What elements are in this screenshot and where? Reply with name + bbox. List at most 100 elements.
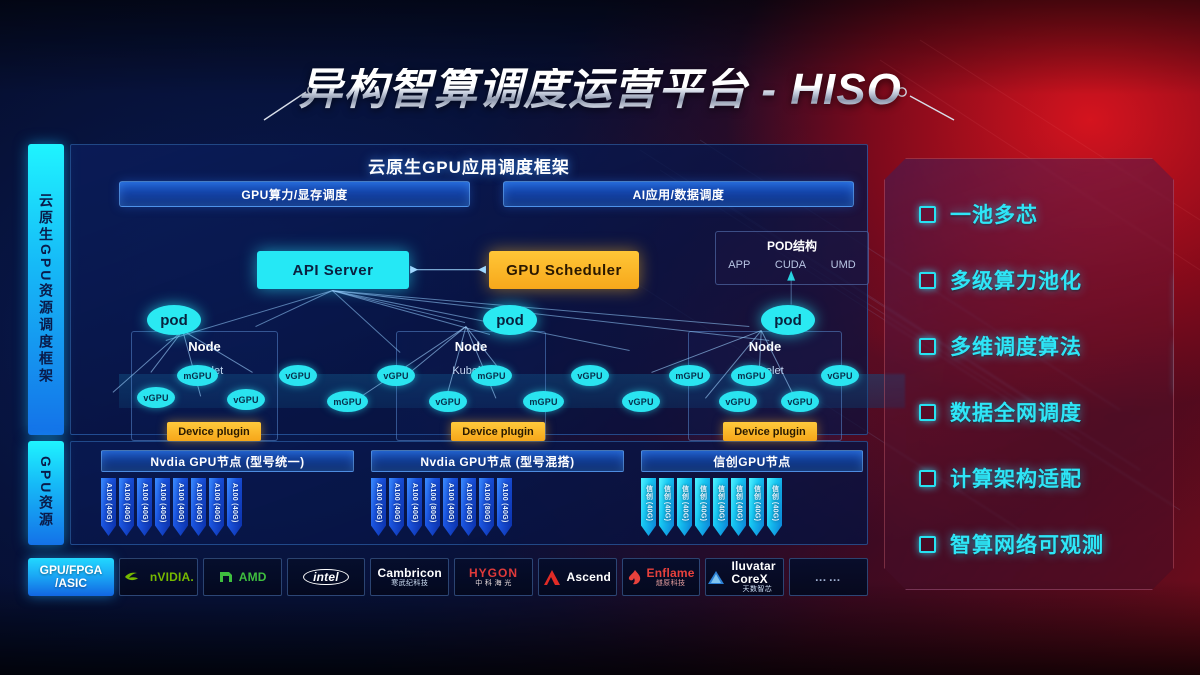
api-server-node[interactable]: API Server (257, 251, 409, 289)
gpu-bubble-mgpu-12[interactable]: mGPU (669, 365, 710, 386)
gpu-card[interactable]: A100 (40G) (119, 478, 134, 536)
gpu-bubble-mgpu-9[interactable]: mGPU (523, 391, 564, 412)
gpu-bubble-mgpu-2[interactable]: mGPU (177, 365, 218, 386)
checkbox-icon[interactable] (919, 404, 936, 421)
gpu-card-label: A100 (40G) (213, 483, 220, 523)
gpu-card[interactable]: 信创 (40G) (641, 478, 656, 536)
gpu-card[interactable]: A100 (40G) (191, 478, 206, 536)
checkbox-icon[interactable] (919, 338, 936, 355)
checkbox-icon[interactable] (919, 536, 936, 553)
gpu-card[interactable]: 信创 (40G) (713, 478, 728, 536)
gpu-card[interactable]: A100 (40G) (443, 478, 458, 536)
pod-bubble-3[interactable]: pod (761, 305, 815, 335)
device-plugin-1[interactable]: Device plugin (167, 422, 261, 441)
vendor-cell-more-dots[interactable]: …… (789, 558, 869, 596)
gpu-card-label: 信创 (40G) (681, 484, 689, 522)
gpu-bubble-vgpu-13[interactable]: vGPU (719, 391, 757, 412)
gpu-node-bar-3[interactable]: 信创GPU节点 (641, 450, 863, 472)
gpu-card-label: 信创 (40G) (771, 484, 779, 522)
checkbox-icon[interactable] (919, 272, 936, 289)
gpu-node-bar-1[interactable]: Nvdia GPU节点 (型号统一) (101, 450, 354, 472)
gpu-card-label: A100 (40G) (393, 483, 400, 523)
feature-item-5[interactable]: 计算架构适配 (919, 463, 1082, 493)
vendor-name-cn: 中 科 海 光 (475, 580, 512, 588)
vendor-cell-ascend[interactable]: Ascend (537, 558, 617, 596)
gpu-card[interactable]: 信创 (40G) (731, 478, 746, 536)
gpu-card[interactable]: A100 (40G) (461, 478, 476, 536)
vendor-row-label: GPU/FPGA /ASIC (28, 558, 114, 596)
vendor-label-line1: GPU/FPGA (39, 563, 103, 578)
feature-label: 一池多芯 (950, 204, 1038, 227)
gpu-bubble-vgpu-6[interactable]: vGPU (377, 365, 415, 386)
gpu-bubble-vgpu-4[interactable]: vGPU (279, 365, 317, 386)
vendor-cell-hygon[interactable]: HYGON 中 科 海 光 (454, 558, 533, 596)
capsule-ai-data[interactable]: AI应用/数据调度 (503, 181, 854, 207)
gpu-bubble-vgpu-10[interactable]: vGPU (571, 365, 609, 386)
vendor-text: Ascend (567, 571, 612, 584)
vendor-text: intel (303, 568, 349, 586)
gpu-bubble-vgpu-7[interactable]: vGPU (429, 391, 467, 412)
gpu-card-label: A100 (40G) (447, 483, 454, 523)
gpu-card[interactable]: A100 (40G) (101, 478, 116, 536)
gpu-card[interactable]: A100 (40G) (137, 478, 152, 536)
feature-item-4[interactable]: 数据全网调度 (919, 397, 1082, 427)
ascend-logo-icon (543, 569, 562, 585)
gpu-card[interactable]: A100 (40G) (155, 478, 170, 536)
vendor-cell-iluvatar[interactable]: Iluvatar CoreX 天数智芯 (705, 558, 785, 596)
architecture-diagram: 云原生GPU资源调度框架 GPU资源 云原生GPU应用调度框架 GPU算力/显存… (28, 144, 905, 604)
feature-label: 多维调度算法 (950, 336, 1082, 359)
gpu-bubble-vgpu-1[interactable]: vGPU (137, 387, 175, 408)
gpu-bubble-mgpu-5[interactable]: mGPU (327, 391, 368, 412)
gpu-card[interactable]: 信创 (40G) (767, 478, 782, 536)
capsule-gpu-compute[interactable]: GPU算力/显存调度 (119, 181, 470, 207)
checkbox-icon[interactable] (919, 206, 936, 223)
gpu-card[interactable]: 信创 (40G) (659, 478, 674, 536)
gpu-card[interactable]: A100 (40G) (407, 478, 422, 536)
vendor-name-en: nVIDIA. (149, 569, 194, 584)
feature-item-3[interactable]: 多维调度算法 (919, 331, 1082, 361)
gpu-card[interactable]: A100 (40G) (371, 478, 386, 536)
gpu-card[interactable]: 信创 (40G) (749, 478, 764, 536)
gpu-card[interactable]: A100 (40G) (227, 478, 242, 536)
gpu-bubble-vgpu-16[interactable]: vGPU (821, 365, 859, 386)
vendor-cell-amd[interactable]: AMD (202, 558, 282, 596)
gpu-card[interactable]: A100 (40G) (209, 478, 224, 536)
gpu-card-label: A100 (40G) (177, 483, 184, 523)
vendor-cell-intel[interactable]: intel (286, 558, 366, 596)
vendor-name-en: Iluvatar CoreX (731, 559, 776, 586)
gpu-card-label: A100 (40G) (501, 483, 508, 523)
gpu-card[interactable]: 信创 (40G) (695, 478, 710, 536)
gpu-scheduler-node[interactable]: GPU Scheduler (489, 251, 639, 289)
feature-item-2[interactable]: 多级算力池化 (919, 265, 1082, 295)
gpu-card[interactable]: 信创 (40G) (677, 478, 692, 536)
device-plugin-3[interactable]: Device plugin (723, 422, 817, 441)
vendor-cell-cambricon[interactable]: Cambricon 寒武纪科技 (370, 558, 450, 596)
enflame-logo-icon (628, 569, 642, 585)
pod-structure-title: POD结构 (766, 239, 817, 253)
device-plugin-2[interactable]: Device plugin (451, 422, 545, 441)
checkbox-icon[interactable] (919, 470, 936, 487)
gpu-card[interactable]: A100 (40G) (497, 478, 512, 536)
gpu-bubble-vgpu-15[interactable]: vGPU (781, 391, 819, 412)
feature-item-1[interactable]: 一池多芯 (919, 199, 1038, 229)
feature-item-6[interactable]: 智算网络可观测 (919, 529, 1104, 559)
pod-bubble-2[interactable]: pod (483, 305, 537, 335)
gpu-bubble-mgpu-14[interactable]: mGPU (731, 365, 772, 386)
gpu-bubble-vgpu-3[interactable]: vGPU (227, 389, 265, 410)
gpu-card[interactable]: A100 (40G) (173, 478, 188, 536)
gpu-card[interactable]: A100 (80G) (479, 478, 494, 536)
gpu-node-bar-2[interactable]: Nvdia GPU节点 (型号混搭) (371, 450, 624, 472)
gpu-bubble-mgpu-8[interactable]: mGPU (471, 365, 512, 386)
feature-label: 多级算力池化 (950, 270, 1082, 293)
gpu-card[interactable]: A100 (40G) (389, 478, 404, 536)
vendor-cell-nvidia[interactable]: nVIDIA. (119, 558, 198, 596)
gpu-card-label: A100 (40G) (411, 483, 418, 523)
feature-label: 计算架构适配 (950, 468, 1082, 491)
pod-bubble-1[interactable]: pod (147, 305, 201, 335)
gpu-bubble-vgpu-11[interactable]: vGPU (622, 391, 660, 412)
vendor-cell-enflame[interactable]: Enflame 燧原科技 (621, 558, 701, 596)
amd-logo-icon (218, 570, 234, 584)
vendor-text: Iluvatar CoreX 天数智芯 (731, 560, 783, 594)
gpu-card[interactable]: A100 (80G) (425, 478, 440, 536)
